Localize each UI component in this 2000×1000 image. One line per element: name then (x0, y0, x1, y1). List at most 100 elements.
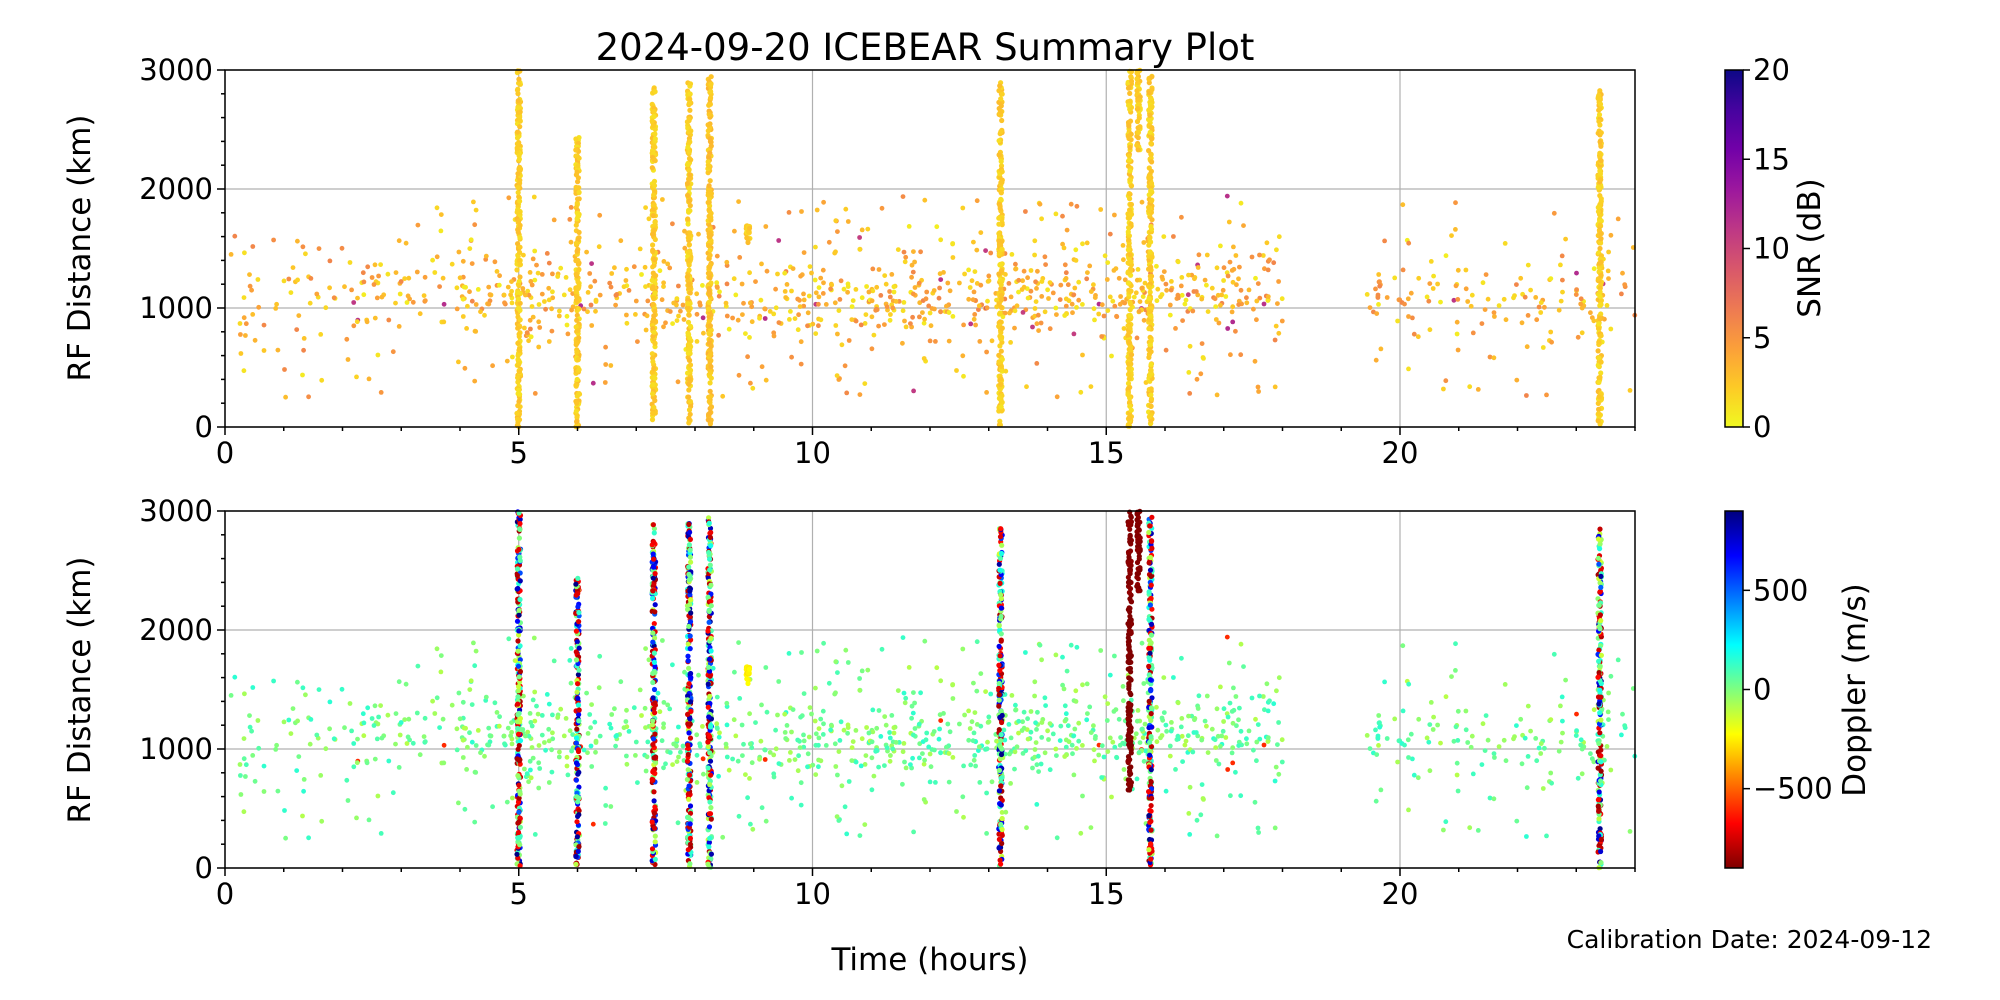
echo-point (947, 729, 953, 735)
column-echo-point (573, 339, 580, 345)
echo-point (1213, 745, 1219, 750)
echo-point (767, 750, 773, 755)
echo-point (1168, 728, 1174, 734)
column-echo-point (684, 162, 691, 168)
echo-point (1220, 728, 1226, 734)
column-echo-point (685, 301, 691, 307)
echo-point (397, 291, 403, 297)
column-echo-point (996, 238, 1002, 244)
echo-point (525, 288, 531, 294)
column-echo-point (1127, 196, 1133, 202)
echo-point (924, 289, 930, 295)
echo-point (1042, 750, 1048, 756)
echo-point (1275, 742, 1280, 747)
echo-point (549, 306, 554, 312)
echo-point (1406, 755, 1411, 760)
echo-point (1154, 298, 1160, 304)
echo-point (1024, 825, 1029, 831)
echo-point (1244, 300, 1250, 306)
echo-point (1514, 377, 1520, 383)
column-echo-point (1598, 297, 1604, 304)
echo-point (1062, 313, 1068, 318)
column-echo-point (650, 679, 656, 686)
column-echo-point (1596, 118, 1602, 124)
column-echo-point (746, 225, 753, 231)
echo-point (1406, 314, 1411, 319)
echo-point (1574, 711, 1579, 717)
echo-point (1110, 298, 1116, 304)
echo-point (971, 316, 977, 322)
echo-point (1021, 268, 1027, 274)
echo-point (918, 690, 923, 696)
echo-point (1062, 703, 1068, 709)
column-echo-point (652, 318, 659, 324)
column-echo-point (1136, 115, 1142, 121)
echo-point (1054, 835, 1060, 841)
echo-point (828, 286, 833, 292)
echo-point (1364, 733, 1370, 738)
echo-point (1175, 292, 1181, 298)
echo-point (530, 697, 536, 703)
echo-point (261, 322, 267, 328)
echo-point (890, 305, 896, 311)
echo-point (1502, 682, 1508, 687)
column-echo-point (1596, 379, 1602, 385)
column-echo-point (706, 102, 712, 108)
echo-point (1608, 232, 1614, 238)
column-echo-point (514, 267, 520, 273)
echo-point (838, 719, 844, 725)
echo-point (432, 270, 438, 275)
echo-point (839, 342, 845, 348)
column-echo-point (1128, 288, 1134, 294)
echo-point (1533, 295, 1539, 300)
echo-point (539, 272, 545, 277)
column-echo-point (1597, 150, 1603, 156)
echo-point (1271, 260, 1277, 266)
echo-point (849, 758, 855, 763)
echo-point (1167, 302, 1173, 308)
echo-point (1483, 272, 1489, 277)
column-echo-point (573, 657, 580, 663)
column-echo-point (1597, 222, 1603, 228)
echo-point (536, 743, 542, 748)
echo-point (782, 270, 788, 276)
column-echo-point (1147, 289, 1153, 295)
echo-point (853, 318, 859, 324)
echo-point (1533, 736, 1539, 741)
echo-point (1050, 290, 1056, 296)
column-echo-point (1146, 204, 1152, 210)
echo-point (1215, 292, 1221, 298)
echo-point (870, 288, 876, 294)
echo-point (530, 755, 536, 761)
echo-point (390, 790, 396, 796)
column-echo-point (999, 91, 1005, 97)
echo-point (585, 309, 590, 315)
echo-point (1256, 830, 1261, 835)
echo-point (393, 300, 398, 306)
column-echo-point (708, 95, 714, 101)
echo-point (494, 710, 500, 715)
echo-point (522, 766, 527, 772)
echo-point (816, 301, 821, 307)
echo-point (1467, 825, 1473, 831)
echo-point (1053, 211, 1059, 217)
column-echo-point (1148, 168, 1154, 174)
echo-point (1377, 724, 1383, 730)
echo-point (618, 679, 624, 685)
echo-point (1032, 679, 1038, 685)
column-echo-point (686, 116, 693, 122)
echo-point (1121, 767, 1127, 772)
echo-point (1214, 392, 1220, 398)
echo-point (1227, 259, 1233, 265)
echo-point (486, 284, 492, 290)
echo-point (1202, 718, 1208, 724)
echo-point (1112, 744, 1118, 750)
column-echo-point (652, 236, 658, 243)
echo-point (1008, 735, 1014, 741)
echo-point (532, 689, 538, 695)
column-echo-point (651, 296, 657, 302)
echo-point (1191, 730, 1197, 735)
echo-point (859, 227, 865, 233)
echo-point (273, 306, 279, 311)
echo-point (1608, 673, 1614, 679)
